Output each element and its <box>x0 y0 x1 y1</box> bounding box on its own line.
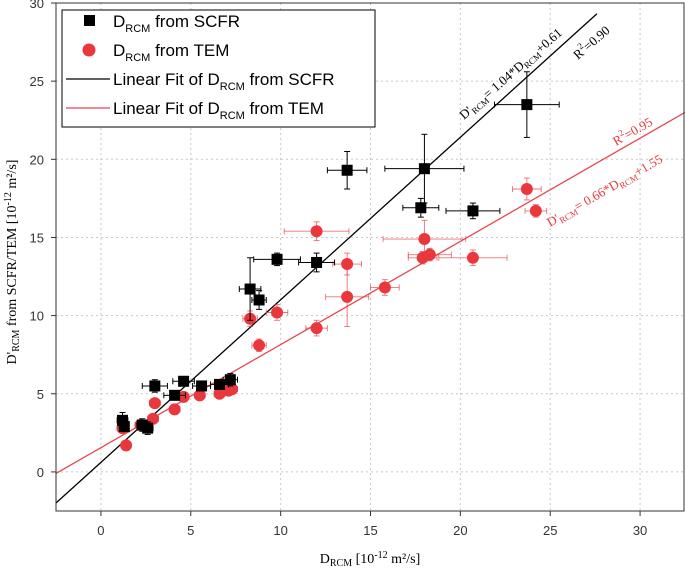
tem-point <box>423 248 436 261</box>
x-axis-label: DRCM [10-12 m²/s] <box>320 550 420 569</box>
legend-marker-scfr <box>84 15 95 26</box>
tem-point <box>271 306 284 319</box>
x-tick-label: 25 <box>543 523 557 538</box>
y-tick-label: 20 <box>30 152 44 167</box>
legend-label-scfr: DRCM from SCFR <box>113 12 240 35</box>
legend-label-scfr-fit: Linear Fit of DRCM from SCFR <box>113 70 335 93</box>
scfr-point <box>196 380 208 392</box>
scfr-point <box>142 422 154 434</box>
tem-point <box>120 439 133 452</box>
scfr-point <box>149 380 161 392</box>
legend-box <box>61 9 376 128</box>
scfr-point <box>311 256 323 268</box>
tem-point <box>378 281 391 294</box>
scfr-point <box>169 389 181 401</box>
y-tick-label: 30 <box>30 0 44 11</box>
tem_fit-line <box>55 111 685 475</box>
y-tick-label: 25 <box>30 74 44 89</box>
scfr-point <box>415 202 427 214</box>
scfr-point <box>224 374 236 386</box>
legend-label-tem-fit: Linear Fit of DRCM from TEM <box>113 99 324 122</box>
tem-point <box>529 204 542 217</box>
legend-marker-tem <box>82 43 96 57</box>
tem-point <box>520 183 533 196</box>
x-tick-label: 0 <box>97 523 104 538</box>
y-tick-label: 10 <box>30 309 44 324</box>
tem-equation-annotation: D'RCM= 0.66*DRCM+1.55 <box>544 151 666 231</box>
legend: DRCM from SCFR DRCM from TEM Linear Fit … <box>61 9 376 128</box>
legend-label-tem: DRCM from TEM <box>113 41 229 64</box>
y-tick-label: 0 <box>37 465 44 480</box>
tem-point <box>168 403 181 416</box>
x-tick-label: 30 <box>633 523 647 538</box>
y-tick-label: 5 <box>37 387 44 402</box>
x-tick-label: 10 <box>273 523 287 538</box>
scfr-point <box>521 99 533 111</box>
tem-point <box>466 251 479 264</box>
tem-series <box>116 177 548 452</box>
tem-point <box>253 339 266 352</box>
scfr-point <box>244 283 256 295</box>
y-axis-label: D'RCM from SCFR/TEM [10-12 m²/s] <box>3 160 22 365</box>
scfr-point <box>341 164 353 176</box>
tem-point <box>148 397 161 410</box>
x-tick-label: 5 <box>187 523 194 538</box>
scfr-point <box>467 205 479 217</box>
scfr-series <box>116 71 560 435</box>
tem-point <box>418 233 431 246</box>
data-points <box>116 71 560 452</box>
scfr-point <box>214 378 226 390</box>
tem-point <box>341 290 354 303</box>
scfr-point <box>116 414 128 426</box>
scfr-point <box>118 421 130 433</box>
scfr-point <box>271 253 283 265</box>
scfr-point <box>418 163 430 175</box>
axis-ticks: 0 5 10 15 20 25 30 0 5 10 15 20 25 30 <box>30 0 648 538</box>
y-tick-label: 15 <box>30 230 44 245</box>
scfr-equation-annotation: D'RCM= 1.04*DRCM+0.61 <box>456 25 566 124</box>
x-tick-label: 15 <box>363 523 377 538</box>
scfr-r2-annotation: R2=0.90 <box>569 21 613 62</box>
tem-point <box>310 225 323 238</box>
tem-point <box>177 390 190 403</box>
scfr-point <box>178 375 190 387</box>
scfr-point <box>253 294 265 306</box>
tem-point <box>193 389 206 402</box>
x-tick-label: 20 <box>453 523 467 538</box>
tem-point <box>310 322 323 335</box>
